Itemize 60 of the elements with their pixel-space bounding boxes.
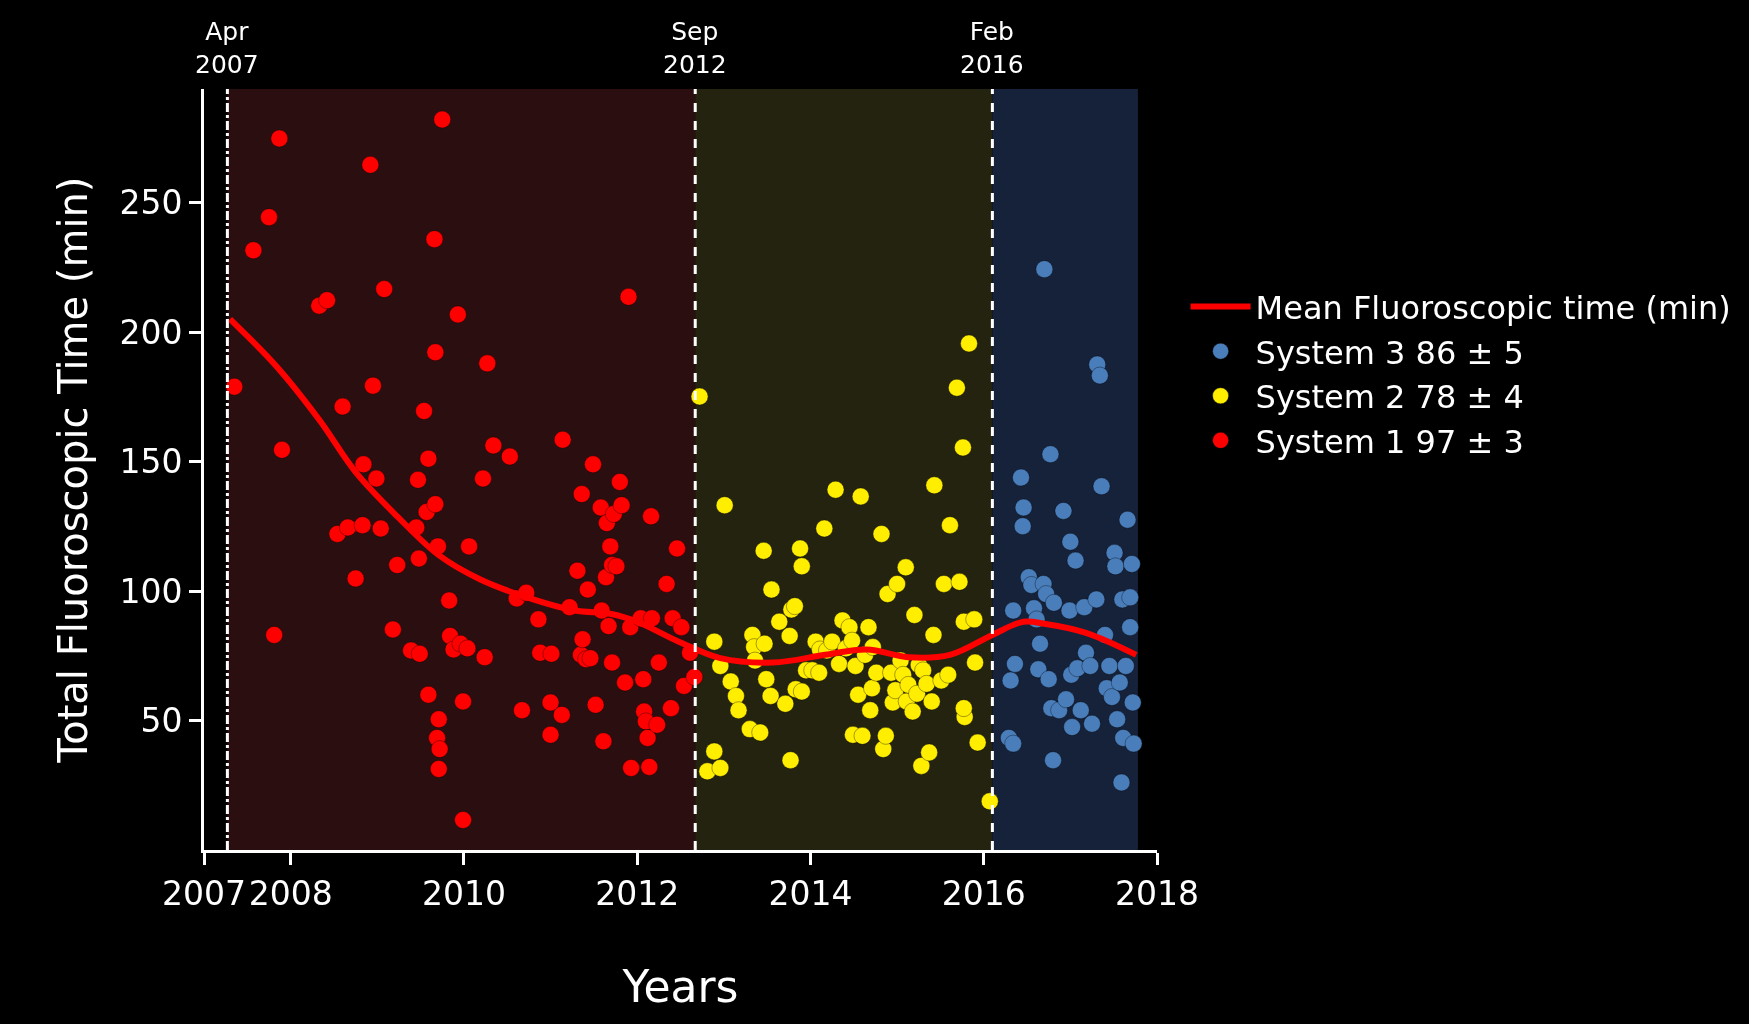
- legend-label: System 3 86 ± 5: [1255, 333, 1524, 372]
- point: [1087, 590, 1106, 609]
- point: [1039, 670, 1058, 689]
- x-tick-label: 2007: [162, 873, 246, 913]
- point: [1083, 714, 1102, 733]
- point: [1044, 751, 1063, 770]
- x-tick-label: 2008: [248, 873, 333, 913]
- point: [1004, 601, 1023, 620]
- point: [1110, 673, 1129, 692]
- point: [1124, 734, 1143, 753]
- point: [1035, 260, 1054, 279]
- point: [1090, 366, 1109, 385]
- legend-label: System 1 97 ± 3: [1255, 422, 1524, 461]
- x-tick-label: 2018: [1115, 873, 1199, 913]
- point: [1100, 656, 1119, 675]
- point: [1108, 710, 1127, 729]
- ref-line-label: Sep 2012: [663, 17, 727, 79]
- point: [1071, 701, 1090, 720]
- y-tick-label: 50: [140, 701, 183, 741]
- y-tick-label: 200: [119, 312, 183, 352]
- point: [1001, 671, 1020, 690]
- y-tick-label: 150: [119, 442, 183, 482]
- point: [1014, 498, 1033, 517]
- point: [1092, 477, 1111, 496]
- point: [1116, 656, 1135, 675]
- point: [1041, 445, 1060, 464]
- point: [1004, 734, 1023, 753]
- point: [1061, 532, 1080, 551]
- ref-line-label: Feb 2016: [960, 17, 1024, 79]
- point: [1057, 690, 1076, 709]
- point: [1102, 688, 1121, 707]
- point: [1044, 593, 1063, 612]
- point: [1060, 601, 1079, 620]
- point: [1066, 551, 1085, 570]
- legend-label: System 2 78 ± 4: [1255, 378, 1524, 417]
- point: [1075, 598, 1094, 617]
- point: [1054, 501, 1073, 520]
- point: [1081, 656, 1100, 675]
- x-tick-label: 2010: [421, 873, 506, 913]
- point: [1123, 693, 1142, 712]
- point: [1005, 654, 1024, 673]
- point: [1031, 634, 1050, 653]
- point: [1013, 517, 1032, 536]
- x-tick-label: 2014: [768, 873, 853, 913]
- point: [1063, 718, 1082, 737]
- point: [1122, 554, 1141, 573]
- ref-line-label: Apr 2007: [195, 17, 259, 79]
- point: [1121, 588, 1140, 607]
- x-tick-label: 2012: [595, 873, 680, 913]
- point: [1112, 773, 1131, 792]
- x-axis-title: Years: [621, 960, 739, 1012]
- point: [1121, 618, 1140, 637]
- y-tick-label: 250: [119, 183, 183, 223]
- x-tick-label: 2016: [941, 873, 1026, 913]
- point: [1011, 468, 1030, 487]
- point: [1118, 510, 1137, 529]
- legend-label: Mean Fluoroscopic time (min): [1255, 289, 1731, 328]
- y-axis-title: Total Fluoroscopic Time (min): [49, 176, 96, 764]
- point: [1106, 557, 1125, 576]
- y-tick-label: 100: [119, 571, 183, 611]
